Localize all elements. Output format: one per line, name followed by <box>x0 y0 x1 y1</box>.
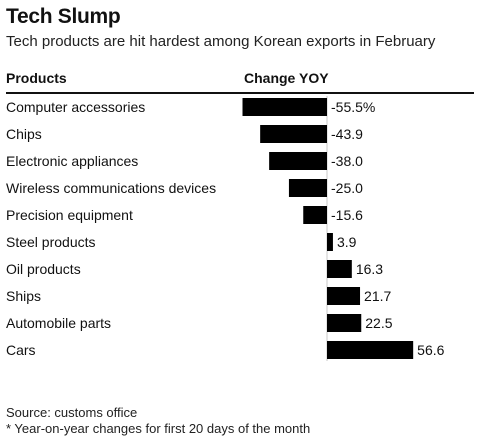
chart-title: Tech Slump <box>6 5 121 28</box>
bar <box>327 260 352 278</box>
value-label: 16.3 <box>356 261 383 277</box>
category-label: Precision equipment <box>6 207 133 223</box>
value-label: -15.6 <box>331 207 363 223</box>
category-label: Ships <box>6 288 41 304</box>
bar <box>327 341 414 359</box>
category-label: Chips <box>6 126 42 142</box>
footnote: * Year-on-year changes for first 20 days… <box>6 421 311 436</box>
category-label: Electronic appliances <box>6 153 138 169</box>
bar <box>303 206 327 224</box>
bar <box>242 98 327 116</box>
bar <box>327 287 361 305</box>
bar <box>260 125 327 143</box>
value-label: -25.0 <box>331 180 363 196</box>
bar-chart: Computer accessories -55.5% Chips -43.9 Elec… <box>6 96 445 361</box>
value-label: 21.7 <box>364 288 391 304</box>
value-label: 3.9 <box>337 234 357 250</box>
products-column-header: Products <box>6 70 67 86</box>
bar <box>269 152 327 170</box>
change-column-header: Change YOY <box>244 70 329 86</box>
value-label: 56.6 <box>417 342 444 358</box>
value-label: 22.5 <box>365 315 392 331</box>
source-note: Source: customs office <box>6 405 138 420</box>
bar <box>327 314 362 332</box>
category-label: Computer accessories <box>6 99 145 115</box>
value-label: -55.5% <box>331 99 375 115</box>
header-rule <box>6 92 474 94</box>
value-label: -43.9 <box>331 126 363 142</box>
category-label: Cars <box>6 342 36 358</box>
category-label: Wireless communications devices <box>6 180 216 196</box>
value-label: -38.0 <box>331 153 363 169</box>
bar <box>327 233 333 251</box>
category-label: Steel products <box>6 234 96 250</box>
bar <box>288 179 327 197</box>
chart-subtitle: Tech products are hit hardest among Kore… <box>6 33 436 50</box>
category-label: Oil products <box>6 261 81 277</box>
category-label: Automobile parts <box>6 315 111 331</box>
